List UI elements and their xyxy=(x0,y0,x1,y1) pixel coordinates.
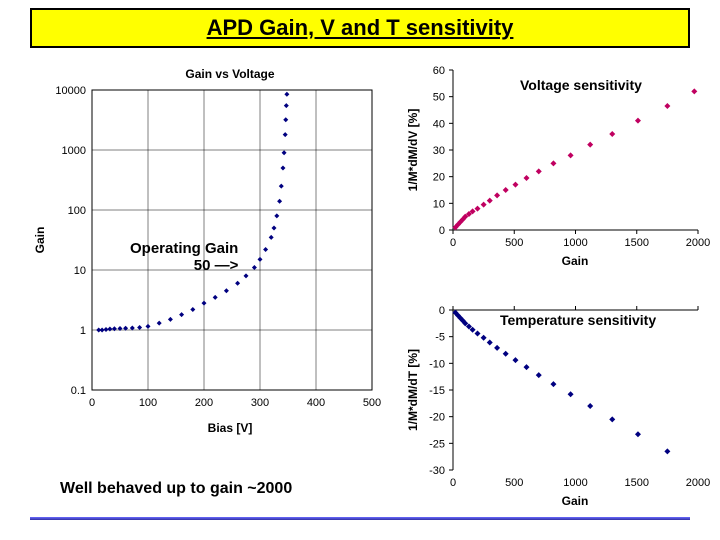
svg-text:2000: 2000 xyxy=(686,477,710,489)
svg-text:10000: 10000 xyxy=(55,85,86,97)
temperature-sensitivity-label: Temperature sensitivity xyxy=(500,312,656,328)
svg-text:1500: 1500 xyxy=(625,477,649,489)
svg-text:-20: -20 xyxy=(429,412,445,424)
svg-text:-30: -30 xyxy=(429,465,445,477)
tr-xlabel: Gain xyxy=(562,254,589,268)
svg-text:200: 200 xyxy=(195,397,213,409)
br-ylabel: 1/M*dM/dT [%] xyxy=(406,349,420,431)
annotation-line2: 50 —> xyxy=(130,257,238,274)
operating-gain-annotation: Operating Gain 50 —> xyxy=(130,240,238,274)
br-xlabel: Gain xyxy=(562,494,589,508)
svg-text:100: 100 xyxy=(68,205,86,217)
svg-text:100: 100 xyxy=(139,397,157,409)
svg-text:10: 10 xyxy=(433,198,445,210)
svg-text:-15: -15 xyxy=(429,385,445,397)
annotation-line1: Operating Gain xyxy=(130,240,238,257)
svg-text:-10: -10 xyxy=(429,358,445,370)
temperature-sensitivity-chart: 0500100015002000-30-25-20-15-10-50 Gain … xyxy=(405,300,710,510)
svg-text:500: 500 xyxy=(505,237,523,249)
svg-text:50: 50 xyxy=(433,92,445,104)
svg-text:1000: 1000 xyxy=(563,237,587,249)
svg-text:500: 500 xyxy=(505,477,523,489)
svg-text:0: 0 xyxy=(439,305,445,317)
svg-text:1000: 1000 xyxy=(62,145,86,157)
svg-text:40: 40 xyxy=(433,118,445,130)
svg-text:500: 500 xyxy=(363,397,381,409)
bottom-note: Well behaved up to gain ~2000 xyxy=(60,480,292,498)
left-xlabel: Bias [V] xyxy=(208,421,253,435)
svg-text:400: 400 xyxy=(307,397,325,409)
svg-text:0.1: 0.1 xyxy=(71,385,86,397)
voltage-sensitivity-label: Voltage sensitivity xyxy=(520,77,642,93)
svg-text:0: 0 xyxy=(89,397,95,409)
svg-text:10: 10 xyxy=(74,265,86,277)
tr-ylabel: 1/M*dM/dV [%] xyxy=(406,109,420,192)
svg-text:1: 1 xyxy=(80,325,86,337)
svg-text:0: 0 xyxy=(450,237,456,249)
svg-text:2000: 2000 xyxy=(686,237,710,249)
svg-text:300: 300 xyxy=(251,397,269,409)
svg-text:0: 0 xyxy=(439,225,445,237)
svg-text:0: 0 xyxy=(450,477,456,489)
svg-text:-5: -5 xyxy=(435,332,445,344)
page-title: APD Gain, V and T sensitivity xyxy=(207,15,514,41)
left-ylabel: Gain xyxy=(33,227,47,254)
title-bar: APD Gain, V and T sensitivity xyxy=(30,8,690,48)
footer-divider xyxy=(30,517,690,520)
svg-text:1500: 1500 xyxy=(625,237,649,249)
svg-text:1000: 1000 xyxy=(563,477,587,489)
svg-text:20: 20 xyxy=(433,172,445,184)
svg-text:30: 30 xyxy=(433,145,445,157)
left-chart-title: Gain vs Voltage xyxy=(185,67,274,81)
svg-text:60: 60 xyxy=(433,65,445,77)
svg-text:-25: -25 xyxy=(429,438,445,450)
